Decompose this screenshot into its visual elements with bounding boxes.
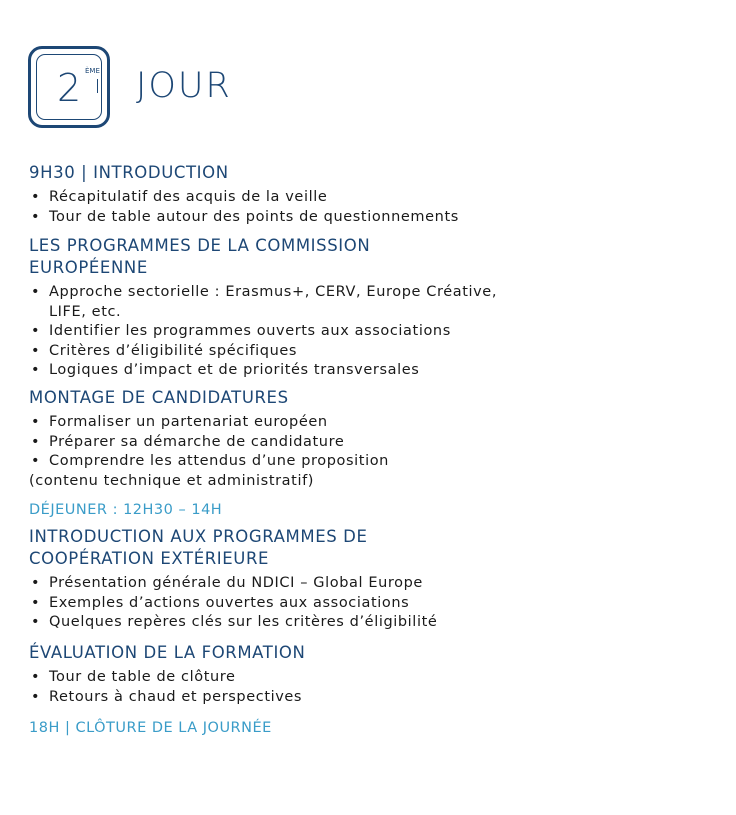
- section-montage: MONTAGE DE CANDIDATURES Formaliser un pa…: [29, 387, 389, 491]
- section-heading: COOPÉRATION EXTÉRIEURE: [29, 549, 270, 568]
- list-item: Retours à chaud et perspectives: [29, 688, 305, 708]
- list-item: Logiques d’impact et de priorités transv…: [29, 361, 497, 381]
- section-heading: INTRODUCTION AUX PROGRAMMES DE: [29, 527, 368, 546]
- list-item: Exemples d’actions ouvertes aux associat…: [29, 594, 437, 614]
- lunch-break: DÉJEUNER : 12H30 – 14H: [29, 502, 223, 518]
- section-programmes-commission: LES PROGRAMMES DE LA COMMISSION EUROPÉEN…: [29, 235, 497, 381]
- section-heading: MONTAGE DE CANDIDATURES: [29, 388, 289, 407]
- page-title: JOUR: [136, 66, 232, 106]
- list-item: Tour de table de clôture: [29, 668, 305, 688]
- day-badge-icon: 2 ÈME: [28, 46, 110, 128]
- list-item: Comprendre les attendus d’une propositio…: [29, 452, 389, 472]
- list-item: Critères d’éligibilité spécifiques: [29, 342, 497, 362]
- section-heading: 9H30 | INTRODUCTION: [29, 163, 229, 182]
- list-item: Quelques repères clés sur les critères d…: [29, 613, 437, 633]
- section-heading: LES PROGRAMMES DE LA COMMISSION: [29, 236, 371, 255]
- section-heading: EUROPÉENNE: [29, 258, 148, 277]
- list-item-continuation: LIFE, etc.: [49, 303, 122, 320]
- list-item: Approche sectorielle : Erasmus+, CERV, E…: [29, 283, 497, 303]
- closing-time: 18H | CLÔTURE DE LA JOURNÉE: [29, 720, 272, 736]
- list-item: Préparer sa démarche de candidature: [29, 433, 389, 453]
- day-suffix: ÈME: [85, 67, 100, 75]
- list-item: Identifier les programmes ouverts aux as…: [29, 322, 497, 342]
- list-item: Formaliser un partenariat européen: [29, 413, 389, 433]
- section-heading: ÉVALUATION DE LA FORMATION: [29, 643, 306, 662]
- day-number: 2: [57, 66, 82, 110]
- list-item: Tour de table autour des points de quest…: [29, 208, 459, 228]
- section-introduction: 9H30 | INTRODUCTION Récapitulatif des ac…: [29, 162, 459, 227]
- note-text: (contenu technique et administratif): [29, 472, 315, 489]
- section-cooperation-exterieure: INTRODUCTION AUX PROGRAMMES DE COOPÉRATI…: [29, 526, 437, 633]
- list-item: Présentation générale du NDICI – Global …: [29, 574, 437, 594]
- section-evaluation: ÉVALUATION DE LA FORMATION Tour de table…: [29, 642, 305, 707]
- list-item: Récapitulatif des acquis de la veille: [29, 188, 459, 208]
